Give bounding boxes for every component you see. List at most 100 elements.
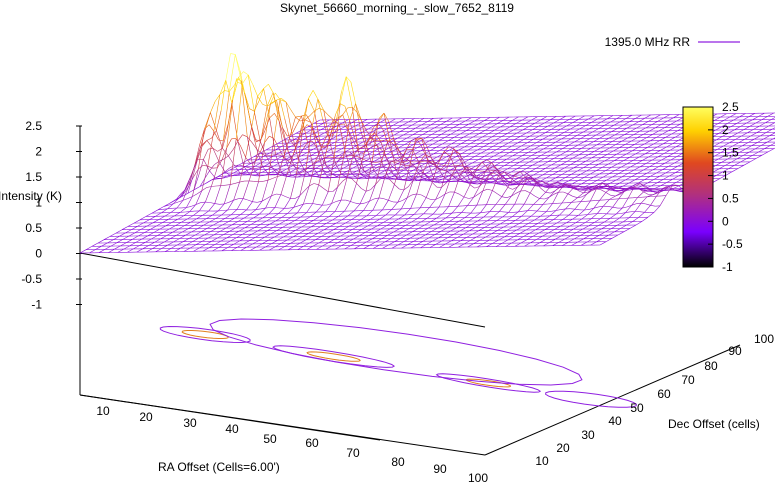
surface-mesh-line (193, 168, 199, 177)
surface-mesh-line (218, 139, 224, 142)
surface-mesh-line (300, 142, 307, 147)
surface-mesh-line (229, 85, 235, 92)
surface-mesh-line (244, 93, 251, 124)
surface-mesh-line (341, 145, 348, 150)
surface-mesh-line (208, 124, 215, 132)
surface-mesh-line (284, 158, 292, 176)
surface-mesh-line (155, 248, 162, 253)
surface-mesh-line (266, 195, 272, 199)
surface-mesh-line (241, 80, 248, 137)
surface-mesh-line (591, 188, 597, 191)
surface-mesh-line (506, 195, 512, 198)
surface-mesh-line (227, 200, 234, 211)
surface-mesh-line (274, 207, 280, 209)
surface-mesh-line (274, 113, 280, 122)
surface-mesh-line (239, 180, 245, 183)
surface-mesh-line (253, 167, 259, 170)
surface-mesh-line (278, 120, 286, 159)
surface-mesh-line (295, 116, 301, 122)
surface-mesh-line (260, 159, 268, 164)
surface-mesh-line (149, 216, 156, 220)
surface-mesh-line (598, 205, 604, 208)
surface-mesh-line (171, 218, 178, 223)
surface-mesh-line (287, 174, 294, 177)
surface-mesh-line (223, 124, 229, 141)
surface-mesh-line (485, 211, 490, 213)
surface-mesh-line (141, 235, 148, 240)
surface-mesh-line (368, 135, 376, 139)
surface-mesh-line (314, 107, 320, 112)
surface-mesh-line (279, 159, 286, 163)
surface-mesh-line (259, 142, 265, 154)
surface-mesh-line (364, 122, 371, 127)
surface-mesh-line (318, 132, 325, 137)
surface-mesh-line (269, 135, 275, 139)
surface-mesh-line (129, 242, 136, 247)
surface-mesh-line (315, 134, 321, 146)
surface-mesh-line (218, 158, 224, 162)
z-axis-label: Intensity (K) (0, 189, 62, 203)
surface-mesh-line (114, 245, 121, 250)
surface-mesh-line (156, 222, 163, 227)
surface-mesh-line (263, 83, 269, 89)
surface-mesh-line (435, 196, 441, 200)
z-tick-label: 2 (35, 145, 42, 159)
surface-mesh-line (259, 141, 267, 157)
surface-mesh-line (220, 184, 226, 186)
surface-mesh-line (275, 92, 281, 100)
surface-mesh-line (206, 186, 212, 188)
surface-mesh-line (204, 170, 210, 179)
surface-mesh-line (251, 142, 257, 150)
surface-mesh-line (340, 135, 347, 140)
z-tick-label: 0.5 (25, 221, 42, 235)
surface-mesh-line (407, 194, 413, 198)
surface-mesh-line (194, 145, 202, 165)
surface-mesh-line (101, 242, 108, 247)
surface-mesh-line (308, 158, 315, 163)
z-tick-label: 0 (35, 247, 42, 261)
surface-mesh-line (362, 138, 370, 143)
surface-mesh-line (207, 131, 215, 167)
surface-mesh-line (187, 196, 193, 199)
surface-mesh-line (387, 141, 393, 156)
surface-mesh-line (276, 155, 283, 160)
surface-mesh-line (131, 226, 138, 230)
surface-mesh-line (376, 161, 382, 163)
surface-mesh-line (255, 172, 262, 176)
surface-mesh-line (583, 191, 589, 194)
surface-mesh-line (408, 118, 415, 123)
surface-mesh-line (314, 164, 322, 169)
base-edge-x-axis-front (79, 394, 381, 441)
surface-mesh-line (151, 235, 158, 240)
surface-mesh-line (126, 239, 133, 243)
surface-mesh-line (136, 248, 143, 253)
surface-mesh-line (127, 222, 135, 227)
surface-mesh-line (610, 194, 616, 197)
surface-mesh-line (452, 165, 458, 167)
surface-mesh-line (164, 248, 172, 252)
surface-mesh-line (308, 132, 316, 137)
surface-mesh-line (402, 197, 408, 201)
surface-mesh-line (91, 242, 99, 247)
surface-mesh-line (269, 149, 276, 154)
surface-mesh-line (349, 125, 356, 130)
surface-mesh-line (194, 221, 201, 226)
surface-mesh-line (154, 238, 161, 243)
surface-mesh-line (199, 201, 206, 212)
z-tick-label: -0.5 (21, 272, 42, 286)
surface-mesh-line (328, 115, 334, 120)
surface-mesh-line (157, 206, 165, 211)
surface-mesh-line (189, 204, 197, 212)
contour-projection (159, 318, 637, 408)
surface-mesh-line (230, 183, 235, 185)
surface-mesh-line (419, 160, 425, 163)
surface-mesh-line (232, 77, 239, 101)
surface-mesh-line (110, 242, 118, 247)
surface-mesh-line (305, 129, 312, 134)
surface-mesh-line (458, 156, 464, 167)
surface-mesh-line (161, 244, 168, 249)
surface-mesh-line (350, 81, 356, 104)
surface-mesh-line (226, 138, 232, 149)
surface-mesh-line (249, 108, 255, 112)
